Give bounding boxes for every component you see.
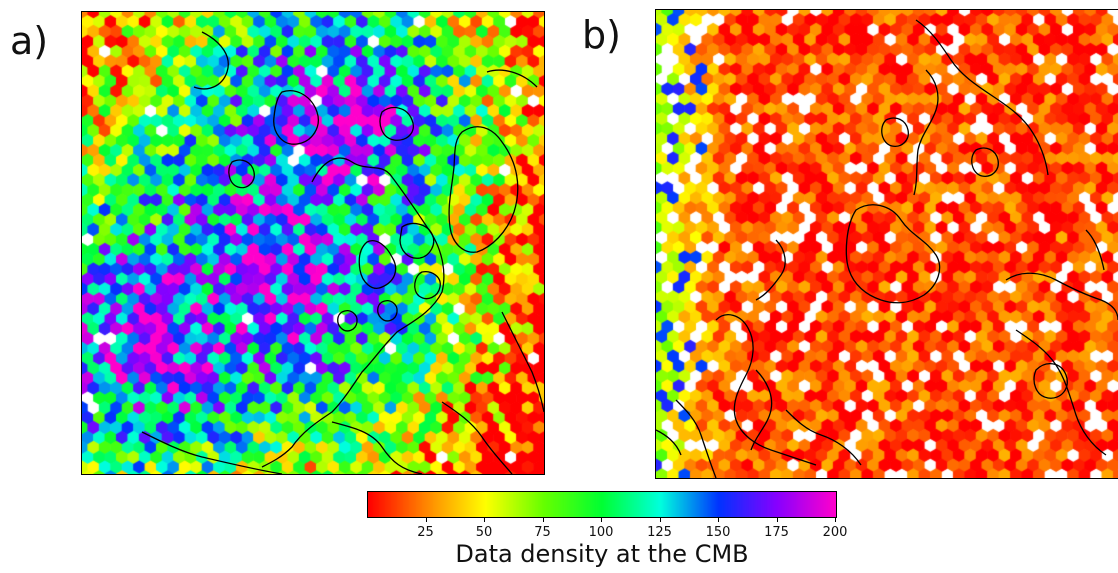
colorbar-tick (425, 517, 427, 522)
colorbar-tick-label: 125 (647, 525, 672, 540)
colorbar-tick (659, 517, 661, 522)
density-hex-grid-a (82, 12, 544, 474)
map-panel-a (81, 11, 545, 475)
colorbar-tick-label: 150 (705, 525, 731, 540)
colorbar-title: Data density at the CMB (455, 540, 749, 568)
colorbar-tick-label: 75 (534, 525, 551, 540)
colorbar-tick-label: 100 (588, 525, 614, 540)
colorbar-tick (601, 517, 602, 522)
colorbar-tick (835, 517, 836, 522)
panel-b-label: b) (582, 13, 621, 57)
panel-a-label: a) (10, 19, 49, 63)
colorbar-tick (776, 517, 778, 522)
colorbar-tick-label: 25 (417, 525, 434, 540)
colorbar-tick-label: 50 (475, 525, 493, 540)
coastlines-b (656, 19, 1118, 478)
colorbar-ticks: 25 50 75 100 125 150 175 200 (367, 517, 847, 547)
colorbar-tick (718, 517, 719, 522)
colorbar-tick-label: 175 (764, 525, 789, 540)
coastlines-a (141, 31, 544, 474)
colorbar-tick-label: 200 (822, 525, 848, 540)
density-hex-grid-b (656, 10, 1118, 478)
map-panel-b (655, 9, 1118, 479)
colorbar-gradient (368, 492, 836, 517)
colorbar (367, 491, 837, 518)
colorbar-tick (542, 517, 544, 522)
colorbar-tick (484, 517, 485, 522)
